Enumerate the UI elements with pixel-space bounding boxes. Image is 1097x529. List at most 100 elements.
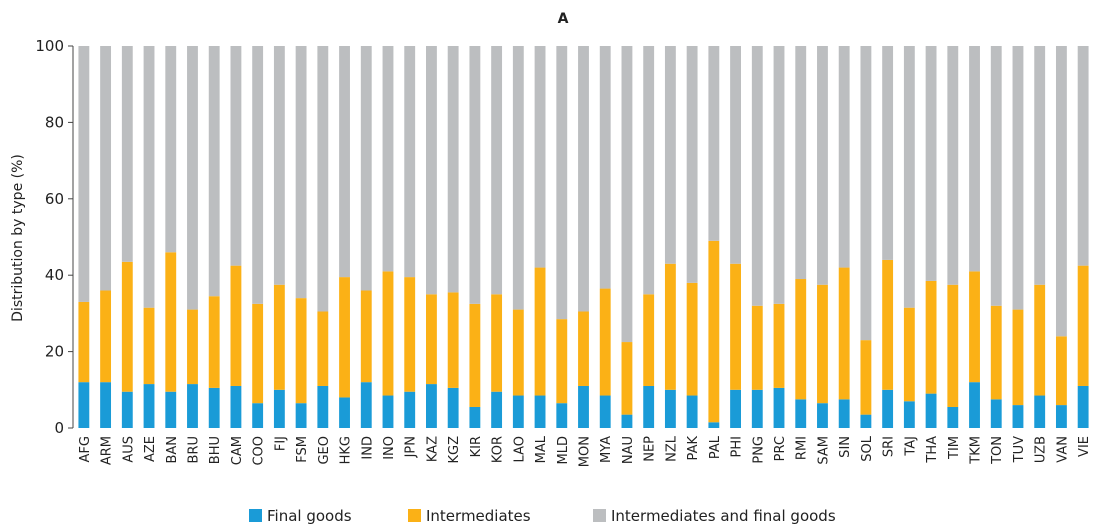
bar-segment-ton-s2 — [990, 46, 1002, 306]
bar-segment-mya-s1 — [599, 288, 611, 396]
bar-segment-tuv-s0 — [1012, 405, 1024, 428]
bar-segment-bhu-s2 — [208, 46, 220, 297]
bar-segment-fij-s1 — [273, 284, 285, 390]
x-tick-label: PHI — [730, 436, 745, 457]
bar-segment-kaz-s1 — [426, 294, 437, 385]
x-tick-label: PAK — [686, 436, 701, 461]
bar-segment-sam-s0 — [817, 403, 828, 428]
bar-segment-mal-s0 — [534, 395, 546, 428]
bar-segment-sri-s2 — [882, 46, 894, 260]
bar-segment-jpn-s0 — [404, 391, 416, 428]
bar-segment-nep-s0 — [643, 385, 655, 428]
x-tick-label: PNG — [751, 436, 766, 464]
bar-segment-fij-s0 — [273, 389, 285, 428]
bar-segment-kgz-s2 — [447, 46, 459, 293]
legend-swatch — [593, 509, 606, 522]
bar-segment-png-s2 — [751, 46, 763, 306]
x-tick-label: KIR — [469, 436, 484, 457]
y-tick-label: 40 — [45, 266, 64, 284]
bar-segment-jpn-s1 — [404, 277, 416, 392]
bar-segment-mya-s0 — [599, 395, 611, 428]
bar-segment-tkm-s0 — [969, 382, 980, 428]
bar-segment-bru-s0 — [187, 384, 198, 428]
bar-segment-ton-s1 — [990, 305, 1002, 400]
bar-segment-png-s0 — [751, 389, 763, 428]
x-tick-label: ARM — [100, 436, 115, 465]
x-tick-label: AFG — [78, 436, 93, 462]
bar-segment-tim-s2 — [947, 46, 959, 285]
x-tick-label: MON — [578, 436, 593, 467]
chart-title: A — [558, 11, 569, 27]
bar-segment-tuv-s2 — [1012, 46, 1024, 310]
bar-segment-sam-s1 — [817, 284, 828, 404]
x-tick-label: SIN — [838, 436, 853, 458]
bar-segment-rmi-s1 — [795, 279, 807, 400]
x-tick-label: BRU — [186, 436, 201, 463]
legend-label: Intermediates — [426, 507, 531, 525]
x-tick-label: KAZ — [425, 436, 440, 462]
bar-segment-vie-s1 — [1077, 265, 1089, 386]
legend-swatch — [408, 509, 421, 522]
bar-segment-mon-s1 — [578, 311, 589, 386]
bar-segment-cam-s2 — [230, 46, 242, 266]
bar-segment-afg-s2 — [78, 46, 90, 302]
bar-segment-pal-s0 — [708, 422, 720, 428]
y-axis-title: Distribution by type (%) — [10, 154, 26, 322]
x-tick-label: HKG — [339, 436, 354, 464]
bar-segment-tha-s0 — [925, 393, 937, 428]
bar-segment-nep-s2 — [643, 46, 655, 295]
x-tick-label: NZL — [664, 435, 679, 462]
bar-segment-nau-s2 — [621, 46, 633, 343]
bar-segment-prc-s0 — [773, 387, 785, 428]
x-tick-label: LAO — [512, 436, 527, 462]
bar-segment-arm-s0 — [100, 382, 112, 428]
bar-segment-hkg-s1 — [339, 277, 350, 398]
bar-segment-phi-s0 — [730, 389, 741, 428]
bar-segment-nep-s1 — [643, 294, 655, 386]
bar-segment-sin-s0 — [838, 399, 850, 428]
bar-segment-geo-s1 — [317, 311, 329, 386]
bar-segment-kir-s0 — [469, 406, 481, 428]
x-tick-label: IND — [360, 436, 375, 460]
x-axis-labels: AFG ARM AUS AZE BAN BRU BHU CAM COO FIJ FSM GEO HKG I… — [78, 435, 1092, 467]
bar-segment-mal-s1 — [534, 267, 546, 396]
legend: Final goods Intermediates Intermediates an… — [249, 507, 836, 525]
bar-segment-hkg-s2 — [339, 46, 350, 278]
bar-segment-taj-s1 — [903, 307, 915, 402]
x-tick-label: TON — [990, 436, 1005, 465]
x-tick-label: PAL — [708, 435, 723, 459]
bar-segment-ind-s2 — [360, 46, 372, 291]
x-tick-label: VIE — [1077, 436, 1092, 457]
bar-segment-bru-s2 — [187, 46, 198, 310]
x-tick-label: BAN — [165, 436, 180, 464]
bar-segment-aus-s1 — [121, 261, 133, 392]
bar-segment-cam-s0 — [230, 385, 242, 428]
bar-segment-ton-s0 — [990, 399, 1002, 428]
bar-segment-pal-s2 — [708, 46, 720, 241]
y-tick-label: 0 — [54, 419, 64, 437]
bars-group — [78, 46, 1089, 428]
bar-segment-geo-s2 — [317, 46, 329, 312]
bar-segment-bhu-s1 — [208, 296, 220, 388]
bar-segment-coo-s1 — [252, 303, 264, 404]
bar-segment-van-s1 — [1055, 336, 1067, 406]
bar-segment-ino-s0 — [382, 395, 394, 428]
bar-segment-fsm-s2 — [295, 46, 307, 299]
x-tick-label: TUV — [1012, 436, 1027, 463]
x-tick-label: NAU — [621, 436, 636, 464]
bar-segment-cam-s1 — [230, 265, 242, 386]
bar-segment-nau-s0 — [621, 414, 633, 428]
x-tick-label: INO — [382, 436, 397, 460]
bar-segment-mld-s1 — [556, 319, 568, 404]
y-tick-label: 60 — [45, 190, 64, 208]
x-tick-label: FIJ — [273, 436, 288, 451]
bar-segment-ban-s0 — [165, 391, 177, 428]
x-tick-label: VAN — [1055, 436, 1070, 463]
bar-segment-phi-s1 — [730, 263, 741, 390]
bar-segment-sam-s2 — [817, 46, 828, 285]
bar-segment-jpn-s2 — [404, 46, 416, 278]
bar-segment-pak-s1 — [686, 282, 698, 396]
bar-segment-van-s0 — [1055, 405, 1067, 428]
bar-segment-tim-s0 — [947, 406, 959, 428]
legend-label: Intermediates and final goods — [611, 507, 836, 525]
